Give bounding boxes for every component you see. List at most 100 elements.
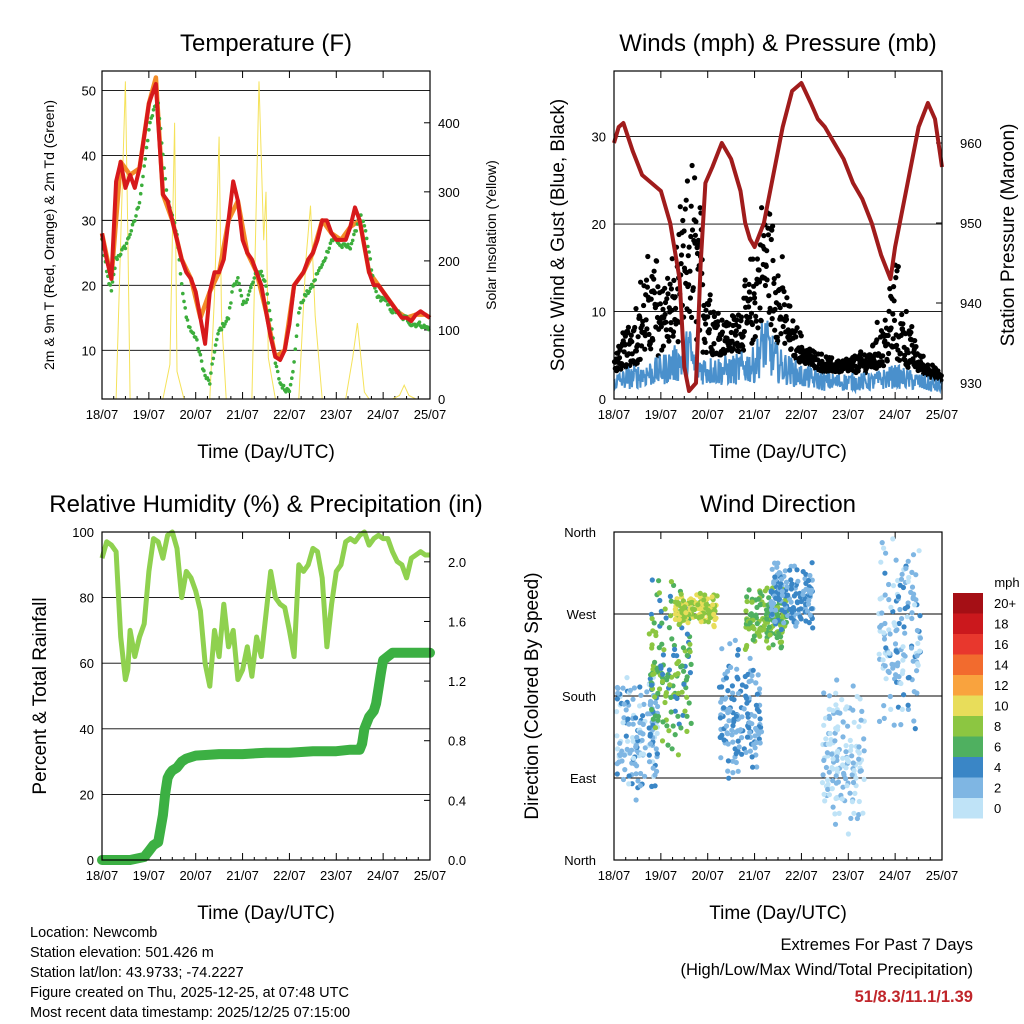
direction-point	[893, 672, 899, 678]
gust-point	[697, 205, 703, 211]
direction-point	[701, 597, 707, 603]
y-tick-label: 80	[80, 591, 94, 606]
direction-point	[769, 611, 775, 617]
gust-point	[621, 349, 627, 355]
direction-point	[675, 601, 681, 607]
gust-point	[690, 285, 696, 291]
gust-point	[671, 277, 677, 283]
dewpoint-point	[182, 299, 186, 304]
direction-point	[624, 675, 630, 681]
gust-point	[675, 339, 681, 345]
gust-point	[902, 357, 908, 363]
direction-point	[910, 595, 916, 602]
direction-point	[735, 647, 742, 653]
direction-point	[793, 591, 799, 597]
direction-point	[734, 674, 740, 680]
gust-point	[920, 353, 926, 359]
direction-point	[917, 613, 923, 619]
direction-point	[800, 569, 806, 575]
dewpoint-point	[340, 245, 344, 250]
gust-point	[749, 321, 756, 328]
dewpoint-point	[349, 241, 354, 246]
direction-point	[824, 750, 831, 756]
y-right-tick-label: 300	[438, 185, 460, 200]
gust-point	[732, 332, 739, 338]
direction-point	[646, 725, 652, 731]
direction-point	[741, 706, 747, 712]
gust-point	[770, 257, 776, 264]
direction-point	[795, 578, 801, 584]
dewpoint-point	[304, 294, 308, 298]
gust-point	[633, 348, 640, 354]
dewpoint-point	[124, 241, 129, 246]
gust-point	[912, 338, 918, 344]
direction-point	[744, 598, 750, 605]
direction-point	[615, 746, 621, 752]
direction-point	[886, 669, 892, 676]
dewpoint-point	[178, 272, 183, 276]
gust-point	[660, 306, 666, 312]
dewpoint-point	[266, 301, 271, 305]
direction-point	[886, 581, 892, 588]
direction-point	[779, 592, 786, 599]
gust-point	[616, 355, 623, 361]
direction-point	[718, 699, 724, 705]
direction-point	[898, 576, 905, 582]
gust-point	[758, 318, 764, 324]
dewpoint-point	[136, 205, 141, 210]
direction-point	[640, 713, 646, 719]
direction-point	[649, 682, 655, 688]
dewpoint-point	[115, 257, 119, 262]
direction-point	[762, 588, 768, 594]
direction-point	[695, 602, 701, 608]
gust-point	[742, 283, 748, 289]
direction-point	[905, 578, 911, 585]
direction-point	[840, 755, 846, 761]
direction-point	[781, 620, 787, 626]
gust-point	[754, 256, 761, 262]
direction-point	[844, 704, 850, 710]
gust-point	[793, 334, 799, 340]
direction-point	[719, 732, 725, 738]
direction-point	[861, 736, 867, 742]
dewpoint-point	[361, 219, 366, 224]
dewpoint-point	[195, 338, 199, 342]
gust-point	[719, 329, 726, 335]
direction-point	[617, 752, 623, 759]
direction-point	[833, 725, 839, 731]
direction-point	[881, 545, 887, 551]
y-right-tick-label: 400	[438, 116, 460, 131]
dewpoint-point	[316, 268, 321, 273]
gust-point	[643, 317, 649, 323]
gust-point	[736, 324, 742, 330]
gust-point	[890, 311, 896, 317]
direction-point	[659, 620, 665, 626]
dewpoint-point	[290, 376, 294, 381]
direction-point	[669, 636, 675, 642]
dewpoint-point	[390, 310, 395, 315]
dewpoint-point	[208, 382, 212, 386]
dewpoint-point	[298, 306, 302, 311]
gust-point	[658, 324, 664, 330]
gust-point	[644, 326, 650, 332]
gust-point	[787, 303, 793, 309]
gust-point	[794, 325, 800, 331]
gust-point	[705, 314, 711, 320]
gust-point	[903, 308, 909, 315]
direction-point	[744, 700, 750, 706]
dewpoint-point	[281, 383, 286, 388]
dewpoint-point	[109, 289, 114, 293]
gust-point	[890, 336, 896, 342]
gust-point	[818, 351, 825, 357]
gust-point	[874, 319, 880, 325]
direction-point	[746, 679, 752, 685]
direction-point	[671, 642, 678, 649]
dewpoint-point	[374, 289, 378, 294]
gust-point	[709, 347, 715, 353]
gust-point	[891, 298, 897, 304]
gust-point	[768, 236, 774, 243]
direction-point	[757, 590, 763, 596]
dewpoint-point	[291, 369, 295, 374]
direction-point	[821, 722, 827, 728]
